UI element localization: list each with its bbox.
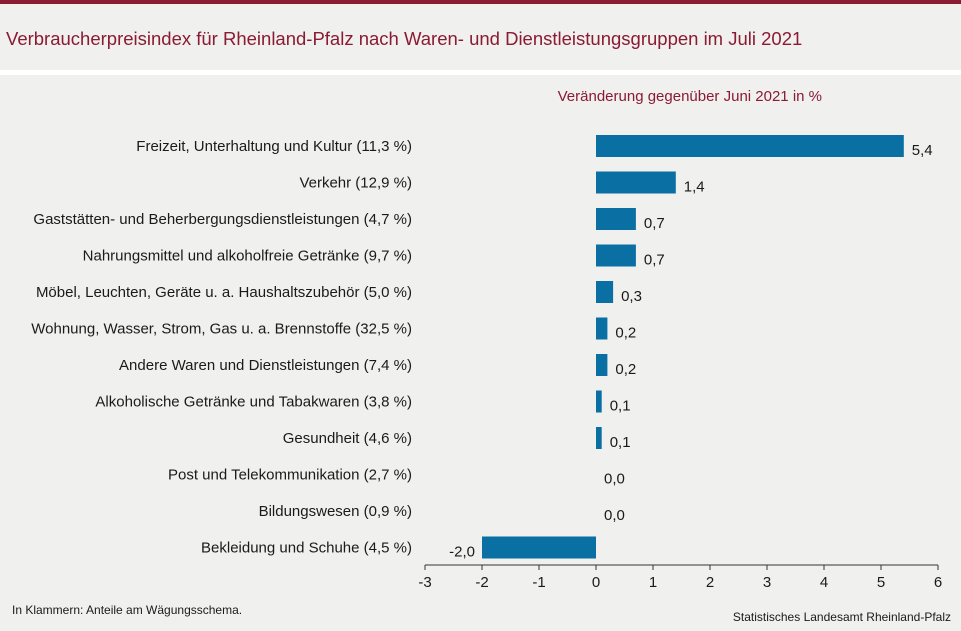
bar [482,536,596,559]
top-rule [0,0,961,4]
value-label: 0,1 [610,434,631,451]
x-tick-label: -3 [418,574,431,591]
value-label: 0,7 [644,215,665,232]
chart-title: Verbraucherpreisindex für Rheinland-Pfal… [6,28,803,49]
category-label: Bildungswesen (0,9 %) [259,503,412,520]
category-label: Alkoholische Getränke und Tabakwaren (3,… [95,394,412,411]
category-label: Post und Telekommunikation (2,7 %) [168,467,412,484]
category-label: Möbel, Leuchten, Geräte u. a. Haushaltsz… [36,284,412,301]
value-label: 0,7 [644,252,665,269]
category-label: Nahrungsmittel und alkoholfreie Getränke… [83,248,412,265]
value-label: 0,0 [604,507,625,524]
value-label: 5,4 [912,142,933,159]
footnote: In Klammern: Anteile am Wägungsschema. [12,603,243,617]
chart-subtitle: Veränderung gegenüber Juni 2021 in % [558,88,822,105]
category-label: Gesundheit (4,6 %) [283,430,412,447]
bar [596,244,636,267]
bar [596,390,602,413]
x-tick-label: -2 [475,574,488,591]
x-tick-label: 1 [649,574,657,591]
bar [596,135,904,157]
category-label: Freizeit, Unterhaltung und Kultur (11,3 … [136,138,412,155]
title-separator [0,70,961,75]
bar [596,427,602,449]
value-label: 1,4 [684,179,705,196]
category-label: Wohnung, Wasser, Strom, Gas u. a. Brenns… [31,321,412,338]
bars-group: Freizeit, Unterhaltung und Kultur (11,3 … [31,135,933,561]
source-note: Statistisches Landesamt Rheinland-Pfalz [732,610,951,624]
bar [596,317,608,340]
category-label: Andere Waren und Dienstleistungen (7,4 %… [119,357,412,374]
x-tick-label: 4 [820,574,828,591]
x-tick-label: 2 [706,574,714,591]
bar [596,208,636,230]
x-tick-label: 5 [877,574,885,591]
value-label: 0,2 [615,325,636,342]
category-label: Gaststätten- und Beherbergungsdienstleis… [33,211,412,228]
value-label: -2,0 [449,544,475,561]
x-tick-label: -1 [532,574,545,591]
value-label: 0,2 [615,361,636,378]
category-label: Bekleidung und Schuhe (4,5 %) [201,540,412,557]
x-axis: -3 -2 -1 0 1 2 3 4 5 6 [418,564,942,591]
x-tick-label: 3 [763,574,771,591]
bar [596,171,676,194]
value-label: 0,1 [610,398,631,415]
x-tick-label: 6 [934,574,942,591]
bar [596,354,608,376]
category-label: Verkehr (12,9 %) [299,175,412,192]
x-tick-label: 0 [592,574,600,591]
value-label: 0,3 [621,288,642,305]
value-label: 0,0 [604,471,625,488]
bar [596,281,614,303]
